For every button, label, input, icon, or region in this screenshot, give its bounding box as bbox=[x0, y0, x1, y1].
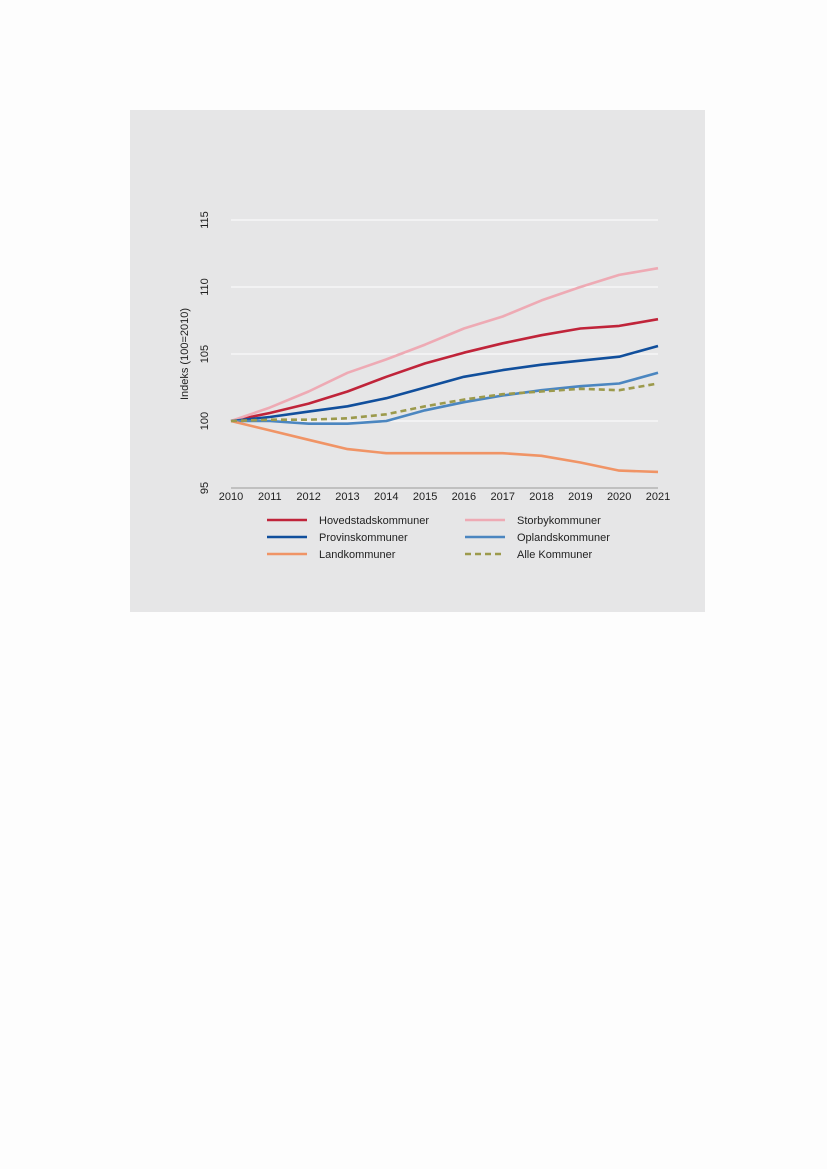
x-tick-label: 2018 bbox=[529, 491, 553, 503]
legend-label: Provinskommuner bbox=[319, 532, 408, 544]
legend-label: Landkommuner bbox=[319, 549, 396, 561]
y-tick-label: 100 bbox=[199, 412, 211, 430]
x-tick-label: 2021 bbox=[646, 491, 670, 503]
gridlines bbox=[231, 219, 658, 489]
legend-item: Alle Kommuner bbox=[465, 549, 593, 561]
legend-item: Hovedstadskommuner bbox=[267, 515, 429, 527]
series-line-alle-kommuner bbox=[230, 382, 659, 423]
figure-panel: 95 100 105 110 115 2010 2011 2012 2013 2014 2015 2… bbox=[130, 110, 705, 612]
x-tick-label: 2020 bbox=[607, 491, 631, 503]
legend-item: Provinskommuner bbox=[267, 532, 408, 544]
x-axis-ticks: 2010 2011 2012 2013 2014 2015 2016 2017 2018 2019… bbox=[219, 491, 670, 503]
y-tick-label: 115 bbox=[199, 211, 211, 229]
x-tick-label: 2010 bbox=[219, 491, 243, 503]
legend-item: Storbykommuner bbox=[465, 515, 601, 527]
legend-item: Landkommuner bbox=[267, 549, 396, 561]
legend-label: Storbykommuner bbox=[517, 515, 601, 527]
y-tick-label: 110 bbox=[199, 278, 211, 296]
series-line-provinskommuner bbox=[230, 344, 659, 423]
x-tick-label: 2012 bbox=[296, 491, 320, 503]
y-axis-ticks: 95 100 105 110 115 bbox=[199, 211, 211, 494]
legend-item: Oplandskommuner bbox=[465, 532, 610, 544]
series-line-oplandskommuner bbox=[231, 371, 659, 426]
x-tick-label: 2015 bbox=[413, 491, 437, 503]
legend-label: Oplandskommuner bbox=[517, 532, 610, 544]
x-tick-label: 2011 bbox=[258, 491, 282, 503]
y-tick-label: 105 bbox=[199, 345, 211, 363]
series-line-storbykommuner bbox=[230, 266, 659, 423]
series-line-landkommuner bbox=[230, 419, 659, 474]
x-tick-label: 2013 bbox=[335, 491, 359, 503]
y-axis-title: Indeks (100=2010) bbox=[179, 308, 191, 400]
x-tick-label: 2014 bbox=[374, 491, 398, 503]
series-line-hovedstadskommuner bbox=[230, 317, 659, 423]
series-lines bbox=[230, 266, 659, 474]
y-tick-label: 95 bbox=[199, 482, 211, 494]
legend-label: Hovedstadskommuner bbox=[319, 515, 429, 527]
x-tick-label: 2019 bbox=[568, 491, 592, 503]
legend: Hovedstadskommuner Storbykommuner Provinsk… bbox=[267, 515, 610, 561]
legend-label: Alle Kommuner bbox=[517, 549, 593, 561]
x-tick-label: 2016 bbox=[452, 491, 476, 503]
x-tick-label: 2017 bbox=[490, 491, 514, 503]
